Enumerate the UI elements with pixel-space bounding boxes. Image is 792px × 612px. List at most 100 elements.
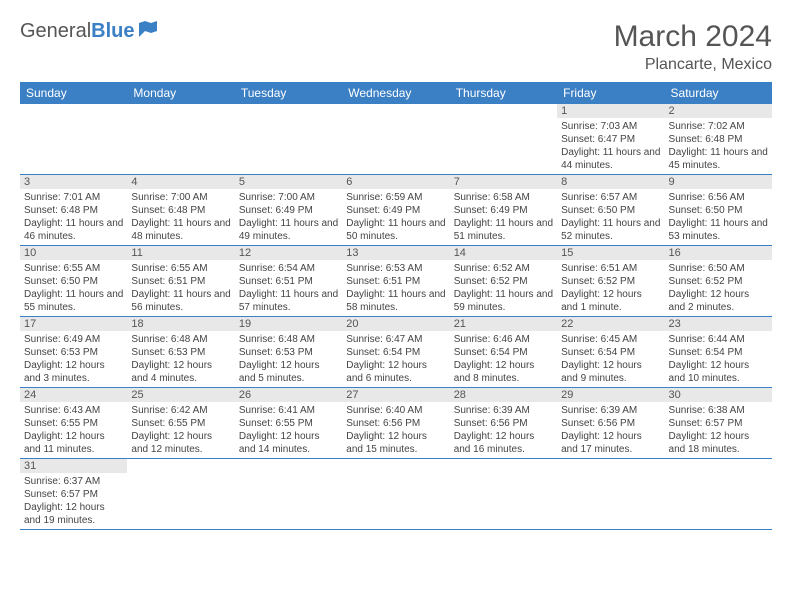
day-cell: 2Sunrise: 7:02 AMSunset: 6:48 PMDaylight… [665, 104, 772, 175]
day-content: Sunrise: 7:01 AMSunset: 6:48 PMDaylight:… [20, 189, 127, 245]
day-number: 17 [20, 317, 127, 331]
daylight-line: Daylight: 12 hours and 18 minutes. [669, 430, 768, 456]
empty-cell [557, 459, 664, 530]
sunset-line: Sunset: 6:54 PM [346, 346, 445, 359]
location: Plancarte, Mexico [614, 56, 772, 74]
day-content: Sunrise: 6:49 AMSunset: 6:53 PMDaylight:… [20, 331, 127, 387]
day-content: Sunrise: 6:53 AMSunset: 6:51 PMDaylight:… [342, 260, 449, 316]
day-cell: 19Sunrise: 6:48 AMSunset: 6:53 PMDayligh… [235, 317, 342, 388]
logo: GeneralBlue [20, 20, 161, 43]
day-content: Sunrise: 6:46 AMSunset: 6:54 PMDaylight:… [450, 331, 557, 387]
daylight-line: Daylight: 11 hours and 48 minutes. [131, 217, 230, 243]
sunset-line: Sunset: 6:47 PM [561, 133, 660, 146]
day-number: 21 [450, 317, 557, 331]
day-number: 10 [20, 246, 127, 260]
day-number: 12 [235, 246, 342, 260]
daylight-line: Daylight: 12 hours and 8 minutes. [454, 359, 553, 385]
day-content: Sunrise: 7:02 AMSunset: 6:48 PMDaylight:… [665, 118, 772, 174]
sunrise-line: Sunrise: 6:48 AM [239, 333, 338, 346]
sunset-line: Sunset: 6:49 PM [454, 204, 553, 217]
day-content: Sunrise: 6:55 AMSunset: 6:50 PMDaylight:… [20, 260, 127, 316]
sunset-line: Sunset: 6:49 PM [346, 204, 445, 217]
day-cell: 31Sunrise: 6:37 AMSunset: 6:57 PMDayligh… [20, 459, 127, 530]
month-title: March 2024 [614, 20, 772, 54]
day-cell: 17Sunrise: 6:49 AMSunset: 6:53 PMDayligh… [20, 317, 127, 388]
daylight-line: Daylight: 12 hours and 4 minutes. [131, 359, 230, 385]
day-number: 14 [450, 246, 557, 260]
sunset-line: Sunset: 6:51 PM [239, 275, 338, 288]
daylight-line: Daylight: 12 hours and 14 minutes. [239, 430, 338, 456]
sunrise-line: Sunrise: 7:02 AM [669, 120, 768, 133]
daylight-line: Daylight: 11 hours and 59 minutes. [454, 288, 553, 314]
calendar-row: 31Sunrise: 6:37 AMSunset: 6:57 PMDayligh… [20, 459, 772, 530]
daylight-line: Daylight: 11 hours and 57 minutes. [239, 288, 338, 314]
calendar-row: 3Sunrise: 7:01 AMSunset: 6:48 PMDaylight… [20, 175, 772, 246]
sunrise-line: Sunrise: 6:47 AM [346, 333, 445, 346]
sunset-line: Sunset: 6:50 PM [561, 204, 660, 217]
sunset-line: Sunset: 6:57 PM [24, 488, 123, 501]
sunset-line: Sunset: 6:52 PM [454, 275, 553, 288]
sunrise-line: Sunrise: 6:42 AM [131, 404, 230, 417]
empty-cell [450, 104, 557, 175]
day-number: 28 [450, 388, 557, 402]
sunset-line: Sunset: 6:48 PM [669, 133, 768, 146]
daylight-line: Daylight: 12 hours and 16 minutes. [454, 430, 553, 456]
sunset-line: Sunset: 6:57 PM [669, 417, 768, 430]
weekday-header: Friday [557, 82, 664, 104]
sunset-line: Sunset: 6:56 PM [346, 417, 445, 430]
day-number: 22 [557, 317, 664, 331]
empty-cell [20, 104, 127, 175]
sunrise-line: Sunrise: 6:59 AM [346, 191, 445, 204]
day-number: 19 [235, 317, 342, 331]
day-cell: 11Sunrise: 6:55 AMSunset: 6:51 PMDayligh… [127, 246, 234, 317]
calendar-body: 1Sunrise: 7:03 AMSunset: 6:47 PMDaylight… [20, 104, 772, 530]
daylight-line: Daylight: 11 hours and 53 minutes. [669, 217, 768, 243]
day-cell: 18Sunrise: 6:48 AMSunset: 6:53 PMDayligh… [127, 317, 234, 388]
sunrise-line: Sunrise: 6:43 AM [24, 404, 123, 417]
day-content: Sunrise: 6:59 AMSunset: 6:49 PMDaylight:… [342, 189, 449, 245]
sunrise-line: Sunrise: 6:44 AM [669, 333, 768, 346]
day-number: 2 [665, 104, 772, 118]
daylight-line: Daylight: 11 hours and 44 minutes. [561, 146, 660, 172]
sunset-line: Sunset: 6:53 PM [131, 346, 230, 359]
daylight-line: Daylight: 11 hours and 46 minutes. [24, 217, 123, 243]
day-number: 31 [20, 459, 127, 473]
day-cell: 23Sunrise: 6:44 AMSunset: 6:54 PMDayligh… [665, 317, 772, 388]
sunrise-line: Sunrise: 7:01 AM [24, 191, 123, 204]
day-number: 1 [557, 104, 664, 118]
daylight-line: Daylight: 12 hours and 3 minutes. [24, 359, 123, 385]
daylight-line: Daylight: 12 hours and 11 minutes. [24, 430, 123, 456]
sunrise-line: Sunrise: 6:55 AM [131, 262, 230, 275]
day-number: 25 [127, 388, 234, 402]
day-cell: 15Sunrise: 6:51 AMSunset: 6:52 PMDayligh… [557, 246, 664, 317]
daylight-line: Daylight: 11 hours and 58 minutes. [346, 288, 445, 314]
day-cell: 1Sunrise: 7:03 AMSunset: 6:47 PMDaylight… [557, 104, 664, 175]
day-number: 9 [665, 175, 772, 189]
day-cell: 28Sunrise: 6:39 AMSunset: 6:56 PMDayligh… [450, 388, 557, 459]
day-number: 4 [127, 175, 234, 189]
empty-cell [127, 104, 234, 175]
day-cell: 22Sunrise: 6:45 AMSunset: 6:54 PMDayligh… [557, 317, 664, 388]
weekday-header-row: Sunday Monday Tuesday Wednesday Thursday… [20, 82, 772, 104]
empty-cell [450, 459, 557, 530]
day-cell: 26Sunrise: 6:41 AMSunset: 6:55 PMDayligh… [235, 388, 342, 459]
sunset-line: Sunset: 6:48 PM [131, 204, 230, 217]
day-number: 5 [235, 175, 342, 189]
empty-cell [342, 459, 449, 530]
sunset-line: Sunset: 6:56 PM [454, 417, 553, 430]
day-content: Sunrise: 6:48 AMSunset: 6:53 PMDaylight:… [127, 331, 234, 387]
empty-cell [665, 459, 772, 530]
weekday-header: Sunday [20, 82, 127, 104]
sunrise-line: Sunrise: 6:40 AM [346, 404, 445, 417]
calendar-row: 24Sunrise: 6:43 AMSunset: 6:55 PMDayligh… [20, 388, 772, 459]
day-content: Sunrise: 6:44 AMSunset: 6:54 PMDaylight:… [665, 331, 772, 387]
day-number: 30 [665, 388, 772, 402]
calendar-row: 17Sunrise: 6:49 AMSunset: 6:53 PMDayligh… [20, 317, 772, 388]
sunrise-line: Sunrise: 6:41 AM [239, 404, 338, 417]
logo-text-1: General [20, 20, 91, 43]
daylight-line: Daylight: 11 hours and 55 minutes. [24, 288, 123, 314]
day-content: Sunrise: 7:00 AMSunset: 6:48 PMDaylight:… [127, 189, 234, 245]
sunrise-line: Sunrise: 6:37 AM [24, 475, 123, 488]
daylight-line: Daylight: 12 hours and 17 minutes. [561, 430, 660, 456]
sunrise-line: Sunrise: 6:48 AM [131, 333, 230, 346]
